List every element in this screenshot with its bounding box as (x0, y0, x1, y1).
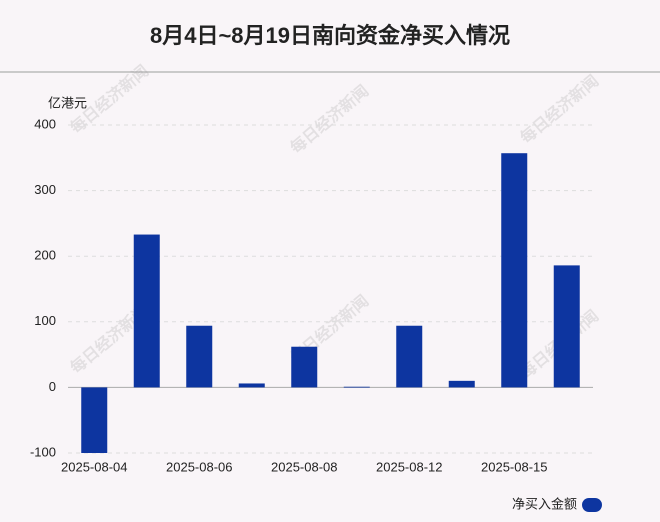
x-tick-label: 2025-08-15 (481, 459, 548, 474)
bar (291, 346, 318, 388)
bar (553, 265, 580, 388)
bar (448, 380, 475, 388)
bar (186, 325, 213, 388)
x-tick-label: 2025-08-12 (376, 459, 443, 474)
bar (81, 387, 108, 453)
bar (343, 386, 370, 388)
bar (501, 153, 528, 388)
y-tick-label: 400 (34, 116, 56, 131)
y-tick-label: -100 (30, 444, 56, 459)
x-tick-label: 2025-08-08 (271, 459, 338, 474)
y-unit: 亿港元 (48, 95, 87, 110)
x-tick-label: 2025-08-04 (61, 459, 128, 474)
chart-title: 8月4日~8月19日南向资金净买入情况 (150, 23, 510, 48)
legend-label: 净买入金额 (512, 496, 577, 511)
y-tick-label: 100 (34, 313, 56, 328)
bar (133, 234, 160, 388)
legend-swatch (582, 498, 602, 512)
y-tick-label: 200 (34, 248, 56, 263)
y-tick-label: 300 (34, 182, 56, 197)
bar (238, 383, 265, 388)
y-tick-label: 0 (49, 379, 56, 394)
x-tick-label: 2025-08-06 (166, 459, 233, 474)
bar (396, 325, 423, 388)
